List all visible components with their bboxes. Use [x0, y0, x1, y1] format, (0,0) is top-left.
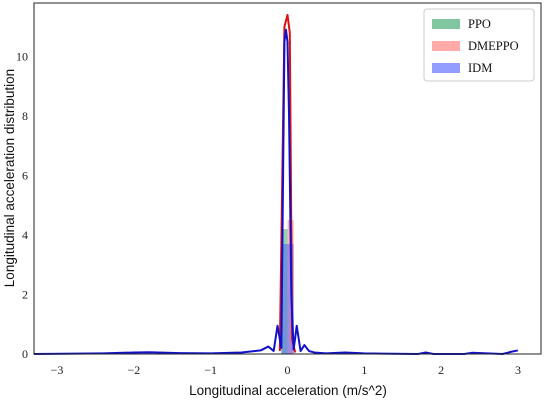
- y-tick-labels: 0 2 4 6 8 10: [16, 50, 28, 361]
- x-tick-label: −2: [127, 363, 140, 377]
- y-tick-label: 8: [22, 109, 28, 123]
- x-tick-label: 1: [361, 363, 367, 377]
- legend: PPO DMEPPO IDM: [423, 8, 535, 82]
- x-tick-label: −1: [204, 363, 217, 377]
- kde-line-idm: [33, 28, 519, 355]
- plot-frame: [33, 2, 542, 355]
- legend-label-dmeppo: DMEPPO: [468, 39, 519, 53]
- x-tick-label: 2: [438, 363, 444, 377]
- x-axis-label: Longitudinal acceleration (m/s^2): [189, 383, 387, 398]
- x-tick-label: −3: [51, 363, 64, 377]
- y-tick-label: 10: [16, 50, 28, 64]
- legend-swatch-dmeppo: [432, 41, 460, 51]
- x-tick-labels: −3 −2 −1 0 1 2 3: [51, 363, 521, 377]
- histogram-bar-idm: [281, 243, 288, 354]
- y-tick-label: 6: [22, 169, 28, 183]
- x-tick-label: 0: [285, 363, 291, 377]
- legend-label-idm: IDM: [468, 61, 492, 75]
- y-tick-label: 0: [22, 347, 28, 361]
- legend-swatch-idm: [432, 63, 460, 73]
- y-tick-label: 4: [22, 228, 28, 242]
- y-axis-label: Longitudinal acceleration distribution: [2, 69, 17, 287]
- x-tick-label: 3: [515, 363, 521, 377]
- y-tick-label: 2: [22, 288, 28, 302]
- curve-layer: [33, 13, 519, 355]
- legend-label-ppo: PPO: [468, 17, 491, 31]
- legend-swatch-ppo: [432, 19, 460, 29]
